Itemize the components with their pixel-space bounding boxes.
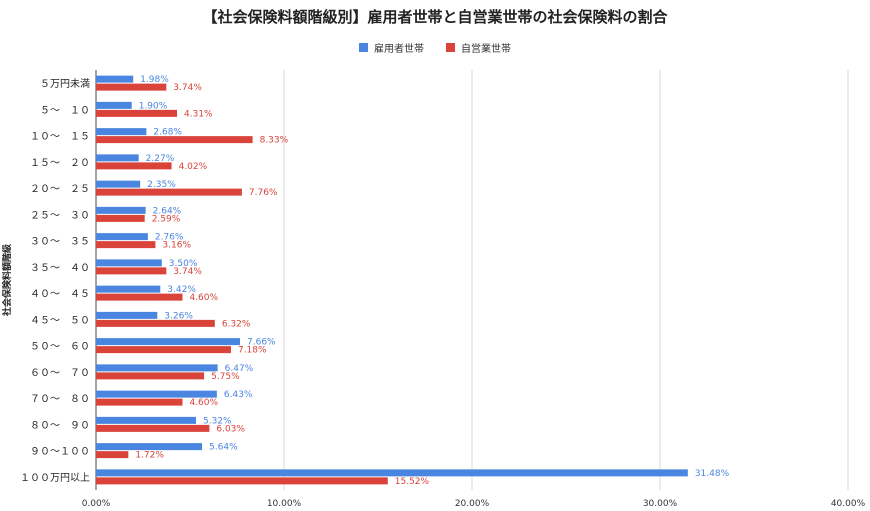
data-label-self-employed: 5.75% (211, 372, 240, 382)
data-label-employee: 7.66% (247, 338, 276, 348)
bar-self-employed (96, 424, 210, 432)
legend-swatch-employee (359, 43, 368, 52)
bar-self-employed (96, 346, 231, 354)
bar-self-employed (96, 188, 242, 196)
data-label-employee: 2.76% (155, 233, 184, 243)
x-tick-label: 40.00% (831, 499, 866, 509)
category-label: １００万円以上 (20, 472, 90, 484)
data-label-employee: 5.64% (209, 443, 238, 453)
category-label: １５～ ２０ (30, 158, 90, 169)
category-label: ８０～ ９０ (30, 420, 90, 431)
chart-title: 【社会保険料額階級別】雇用者世帯と自営業世帯の社会保険料の割合 (202, 8, 668, 26)
category-label: ２５～ ３０ (30, 210, 90, 221)
x-tick-label: 20.00% (455, 499, 490, 509)
bar-self-employed (96, 162, 172, 170)
bar-self-employed (96, 319, 215, 327)
data-label-employee: 1.98% (140, 75, 169, 85)
data-label-self-employed: 6.32% (222, 319, 251, 329)
data-label-employee: 3.42% (167, 285, 196, 295)
bar-self-employed (96, 293, 183, 301)
data-label-employee: 31.48% (695, 469, 730, 479)
x-tick-label: 0.00% (82, 499, 111, 509)
category-label: ５万円未満 (40, 78, 90, 90)
y-axis-title: 社会保険料額階級 (1, 244, 13, 317)
category-label: ３０～ ３５ (30, 237, 90, 248)
data-label-employee: 2.68% (153, 128, 182, 138)
category-label: １０～ １５ (30, 132, 90, 143)
bar-employee (96, 364, 218, 372)
data-label-employee: 2.35% (147, 180, 176, 190)
legend-item-self-employed[interactable]: 自営業世帯 (446, 40, 511, 55)
bar-employee (96, 259, 162, 267)
data-label-self-employed: 15.52% (395, 477, 430, 487)
bar-employee (96, 101, 132, 109)
x-tick-label: 10.00% (267, 499, 302, 509)
bar-employee (96, 443, 203, 451)
data-label-self-employed: 4.60% (189, 293, 218, 303)
category-label: ２０～ ２５ (30, 184, 90, 195)
data-label-employee: 3.50% (169, 259, 198, 269)
bar-self-employed (96, 83, 167, 91)
data-label-self-employed: 3.74% (173, 267, 202, 277)
data-label-employee: 2.27% (146, 154, 175, 164)
bar-employee (96, 233, 148, 241)
bar-self-employed (96, 241, 156, 249)
data-label-self-employed: 7.18% (238, 346, 267, 356)
category-label: ７０～ ８０ (30, 394, 90, 405)
data-label-employee: 6.43% (224, 390, 253, 400)
legend: 雇用者世帯 自営業世帯 (0, 40, 870, 55)
bar-employee (96, 154, 139, 162)
data-label-employee: 3.26% (164, 311, 193, 321)
data-label-employee: 5.32% (203, 416, 232, 426)
bar-employee (96, 180, 141, 188)
data-label-employee: 2.64% (153, 206, 182, 216)
bar-employee (96, 416, 197, 424)
data-label-self-employed: 3.74% (173, 83, 202, 93)
bar-employee (96, 469, 688, 477)
data-label-employee: 1.90% (139, 101, 168, 111)
legend-label-self-employed: 自営業世帯 (461, 44, 511, 55)
legend-item-employee[interactable]: 雇用者世帯 (359, 40, 424, 55)
legend-swatch-self-employed (446, 43, 455, 52)
x-tick-label: 30.00% (643, 499, 678, 509)
data-label-employee: 6.47% (225, 364, 254, 374)
bar-self-employed (96, 267, 167, 275)
bar-employee (96, 311, 158, 319)
data-label-self-employed: 4.60% (189, 398, 218, 408)
bar-self-employed (96, 398, 183, 406)
legend-label-employee: 雇用者世帯 (374, 44, 424, 55)
category-label: ５～ １０ (40, 105, 90, 116)
data-label-self-employed: 4.02% (179, 162, 208, 172)
category-label: ５０～ ６０ (30, 342, 90, 353)
category-label: ４０～ ４５ (30, 289, 90, 300)
category-label: ４５～ ５０ (30, 315, 90, 326)
data-label-self-employed: 4.31% (184, 109, 213, 119)
data-label-self-employed: 3.16% (162, 241, 191, 251)
bar-employee (96, 75, 134, 83)
category-label: ３５～ ４０ (30, 263, 90, 274)
bar-self-employed (96, 214, 145, 222)
bar-self-employed (96, 477, 388, 485)
bar-self-employed (96, 372, 205, 380)
data-label-self-employed: 1.72% (135, 451, 164, 461)
bar-self-employed (96, 136, 253, 144)
data-label-self-employed: 7.76% (249, 188, 278, 198)
bar-employee (96, 390, 217, 398)
bar-employee (96, 128, 147, 136)
bar-self-employed (96, 451, 129, 459)
bar-employee (96, 338, 241, 346)
bar-employee (96, 206, 146, 214)
data-label-self-employed: 6.03% (216, 424, 245, 434)
data-label-self-employed: 2.59% (152, 214, 181, 224)
bar-employee (96, 285, 161, 293)
category-label: ９０～１００ (30, 447, 90, 458)
bar-self-employed (96, 109, 178, 117)
data-label-self-employed: 8.33% (260, 136, 289, 146)
category-label: ６０～ ７０ (30, 368, 90, 379)
